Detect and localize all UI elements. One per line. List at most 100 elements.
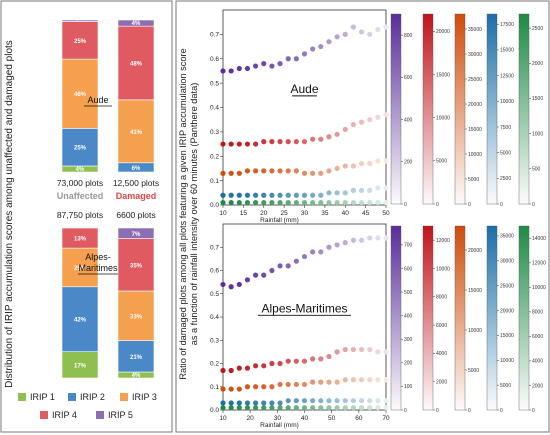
scatter-point [358,377,365,383]
scatter-point [253,400,259,406]
scatter-point [350,199,356,206]
scatter-point [261,199,267,206]
scatter-point [261,168,267,174]
y-tick-label: 0.6 [210,56,219,63]
colorbar-tick-label: 0 [404,202,407,208]
scatter-point [342,126,348,133]
colorbar-tick-label: 7500 [500,125,511,131]
scatter-point [253,272,259,278]
colorbar [422,225,434,411]
scatter-point [375,235,381,241]
scatter-point [367,199,373,206]
scatter-point [367,346,373,353]
scatter-point [244,277,251,283]
scatter-point [228,199,234,206]
scatter-point [383,349,389,355]
scatter-point [253,141,259,147]
bar-segment [117,238,155,292]
bar-value-label: 0% [76,223,85,229]
scatter-point [228,68,234,74]
scatter-point [228,284,234,290]
scatter-point [277,168,283,174]
scatter-point [293,139,299,145]
colorbar-tick-label: 10000 [532,285,546,291]
scatter-point [358,187,365,193]
scatter-point [301,170,308,176]
region-label: Aude [87,95,108,105]
scatter-point [261,139,267,145]
scatter-point [269,63,275,69]
colorbar-tick-label: 10000 [436,115,450,121]
scatter-point [367,31,373,37]
scatter-point [293,358,299,364]
colorbar-tick-label: 10000 [436,266,450,272]
scatter-point [285,192,291,198]
scatter-point [236,65,242,72]
x-tick-label: 40 [301,415,309,422]
scatter-point [375,349,381,355]
scatter-point [375,158,381,164]
scatter-point [269,405,275,411]
colorbar [486,13,498,205]
x-axis-label: Rainfall (mm) [260,217,299,224]
colorbar-tick-label: 2000 [436,379,447,385]
scatter-point [261,400,267,406]
x-tick-label: 45 [362,210,370,217]
scatter-point [342,190,348,196]
x-tick-label: 15 [240,210,248,217]
scatter-point [383,112,389,118]
scatter-point [326,398,332,404]
scatter-point [277,263,283,269]
scatter-point [383,398,389,404]
colorbar-tick-label: 400 [404,313,413,319]
scatter-point [277,405,283,411]
y-tick-label: 0.6 [210,268,219,275]
scatter-point [220,405,226,411]
scatter-point [375,26,381,33]
bar-value-label: 4% [76,167,85,173]
scatter-point [285,168,291,174]
scatter-point [310,356,316,362]
scatter-point [236,199,242,206]
y-tick-label: 0.7 [210,32,219,39]
plot-count-damaged: 12,500 plots [113,178,159,188]
right-panel-frame [175,0,550,433]
colorbar-tick-label: 17500 [500,22,514,28]
bar-value-label: 25% [74,39,87,45]
bar-segment [61,19,99,22]
scatter-point [293,192,299,198]
scatter-point [342,346,348,353]
bar-value-label: 13% [74,237,87,243]
scatter-point [383,405,389,411]
x-axis-label: Rainfall (mm) [260,422,299,429]
scatter-point [367,405,373,411]
bar-value-label: 4% [132,21,141,27]
scatter-point [285,199,291,206]
scatter-point [261,384,267,390]
scatter-point [334,165,340,172]
colorbar-tick-label: 14000 [532,236,546,242]
colorbar-tick-label: 10000 [468,328,482,334]
scatter-point [293,381,299,388]
scatter-point [318,136,324,142]
scatter-point [293,258,299,264]
scatter-point [318,379,324,385]
scatter-point [261,272,267,278]
scatter-point [261,192,267,198]
plot-count-unaffected: 73,000 plots [57,178,103,188]
scatter-point [334,349,340,355]
left-y-axis-title: Distribution of IRIP accumulation scores… [4,40,15,388]
scatter-point [269,360,275,367]
bar-segment [61,351,99,379]
scatter-point [310,249,316,255]
colorbar-tick-label: 0 [468,408,471,414]
scatter-point [236,281,242,288]
scatter-point [310,405,316,411]
colorbar-tick-label: 20000 [500,308,514,314]
scatter-point [367,377,373,383]
scatter-point [228,141,234,147]
scatter-point [375,185,381,191]
scatter-point [277,192,283,198]
scatter-point [310,136,316,142]
scatter-point [301,253,308,260]
